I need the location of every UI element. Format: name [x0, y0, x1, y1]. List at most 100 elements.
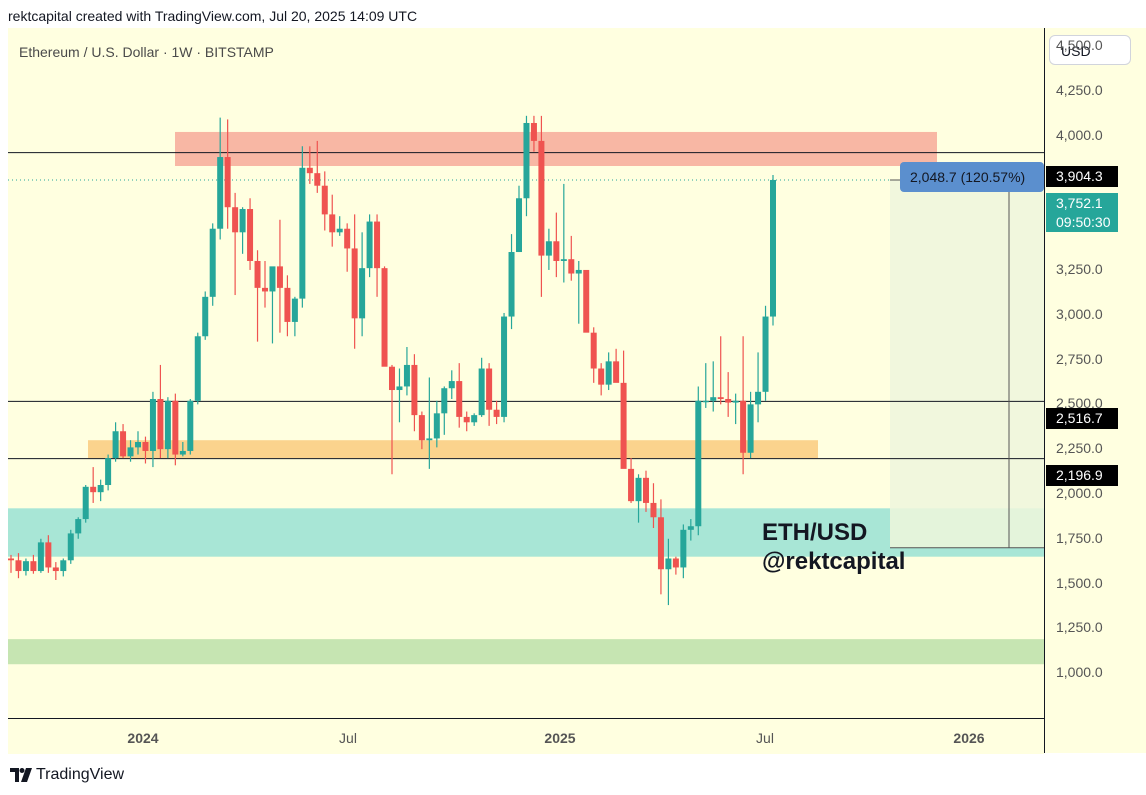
candle-body [665, 558, 672, 570]
candle-body [149, 398, 156, 451]
candle-body [239, 209, 246, 233]
zone-support-green [8, 639, 1044, 665]
candle-body [657, 517, 664, 570]
candle-body [179, 450, 186, 455]
zone-support-orange [88, 440, 818, 459]
candle-body [262, 287, 268, 292]
candle-body [560, 259, 567, 261]
candle-body [725, 398, 732, 403]
candle-body [418, 415, 425, 441]
candle-body [508, 252, 515, 317]
candle-body [127, 447, 134, 457]
candle-body [45, 542, 52, 568]
candle-body [568, 259, 575, 274]
candle-body [433, 413, 440, 439]
watermark-line1: ETH/USD [762, 519, 868, 546]
candle-body [403, 364, 410, 387]
candle-body [374, 221, 381, 269]
projection-box [890, 179, 1044, 548]
time-tick-label: 2025 [544, 730, 576, 746]
bar-countdown-tag: 09:50:30 [1046, 212, 1118, 232]
candle-body [105, 458, 112, 486]
candle-body [276, 266, 283, 288]
candle-body [493, 409, 500, 417]
candle-body [8, 558, 14, 561]
candle-body [22, 561, 29, 572]
price-tick-label: 1,250.0 [1056, 619, 1103, 636]
candle-body [269, 266, 276, 292]
candle-body [112, 431, 119, 459]
candle-body [680, 529, 687, 568]
price-tick-label: 2,000.0 [1056, 484, 1103, 501]
candle-body [299, 167, 306, 299]
price-tick-label: 4,250.0 [1056, 81, 1103, 98]
tradingview-logo-icon [10, 768, 32, 782]
candle-body [359, 268, 366, 319]
measure-label: 2,048.7 (120.57%) [900, 162, 1044, 192]
candle-body [755, 391, 762, 405]
candle-body [695, 400, 702, 527]
candle-body [90, 486, 97, 493]
current-price-tag: 3,752.1 [1046, 193, 1118, 214]
candle-body [456, 381, 463, 417]
zone-support-teal [8, 508, 1044, 557]
candle-body [471, 415, 478, 423]
candle-body [60, 560, 67, 572]
candle-body [628, 468, 635, 502]
candle-body [575, 269, 582, 274]
candle-body [15, 560, 22, 572]
time-tick-label: Jul [339, 730, 357, 746]
candle-body [306, 167, 313, 174]
candle-body [254, 260, 261, 288]
candle-body [463, 416, 470, 423]
candle-body [687, 526, 694, 530]
candle-body [194, 336, 201, 401]
price-tick-label: 2,250.0 [1056, 440, 1103, 457]
currency-button[interactable]: USD [1049, 35, 1131, 65]
candle-body [344, 228, 351, 249]
symbol-title: Ethereum / U.S. Dollar · 1W · BITSTAMP [19, 44, 274, 60]
candle-body [650, 502, 657, 518]
candle-body [538, 140, 545, 256]
candle-body [284, 287, 291, 322]
footer-brand: TradingView [36, 766, 125, 783]
candle-body [247, 209, 254, 261]
candle-body [30, 561, 37, 572]
candle-body [747, 404, 754, 453]
candle-body [157, 398, 164, 450]
level-low-price-tag: 2,196.9 [1046, 465, 1118, 486]
candle-body [613, 361, 620, 383]
candle-body [209, 228, 216, 297]
candle-body [120, 431, 127, 457]
candle-body [590, 332, 597, 369]
candle-body [202, 296, 209, 337]
candle-body [762, 316, 769, 392]
candle-body [441, 388, 448, 414]
candle-body [501, 316, 508, 417]
price-tick-label: 3,250.0 [1056, 260, 1103, 277]
resistance-price-tag: 3,904.3 [1046, 166, 1118, 187]
candle-body [75, 519, 82, 534]
time-tick-label: Jul [756, 730, 774, 746]
candle-body [478, 368, 485, 416]
level-mid-price-tag: 2,516.7 [1046, 408, 1118, 429]
watermark-line2: @rektcapital [762, 548, 906, 575]
candle-body [321, 185, 328, 215]
candle-body [37, 542, 44, 572]
candle-body [291, 298, 298, 322]
candle-body [336, 228, 343, 233]
candle-body [314, 173, 321, 186]
time-axis[interactable] [8, 718, 1044, 754]
candle-body [97, 485, 104, 493]
footer[interactable]: TradingView [10, 766, 124, 784]
candle-body [620, 382, 627, 469]
time-tick-label: 2026 [953, 730, 985, 746]
candle-body [732, 400, 739, 403]
candle-body [740, 400, 747, 453]
price-axis[interactable] [1044, 28, 1146, 753]
price-tick-label: 2,750.0 [1056, 350, 1103, 367]
candle-body [583, 269, 590, 333]
candle-body [52, 567, 59, 572]
candle-body [486, 368, 493, 410]
